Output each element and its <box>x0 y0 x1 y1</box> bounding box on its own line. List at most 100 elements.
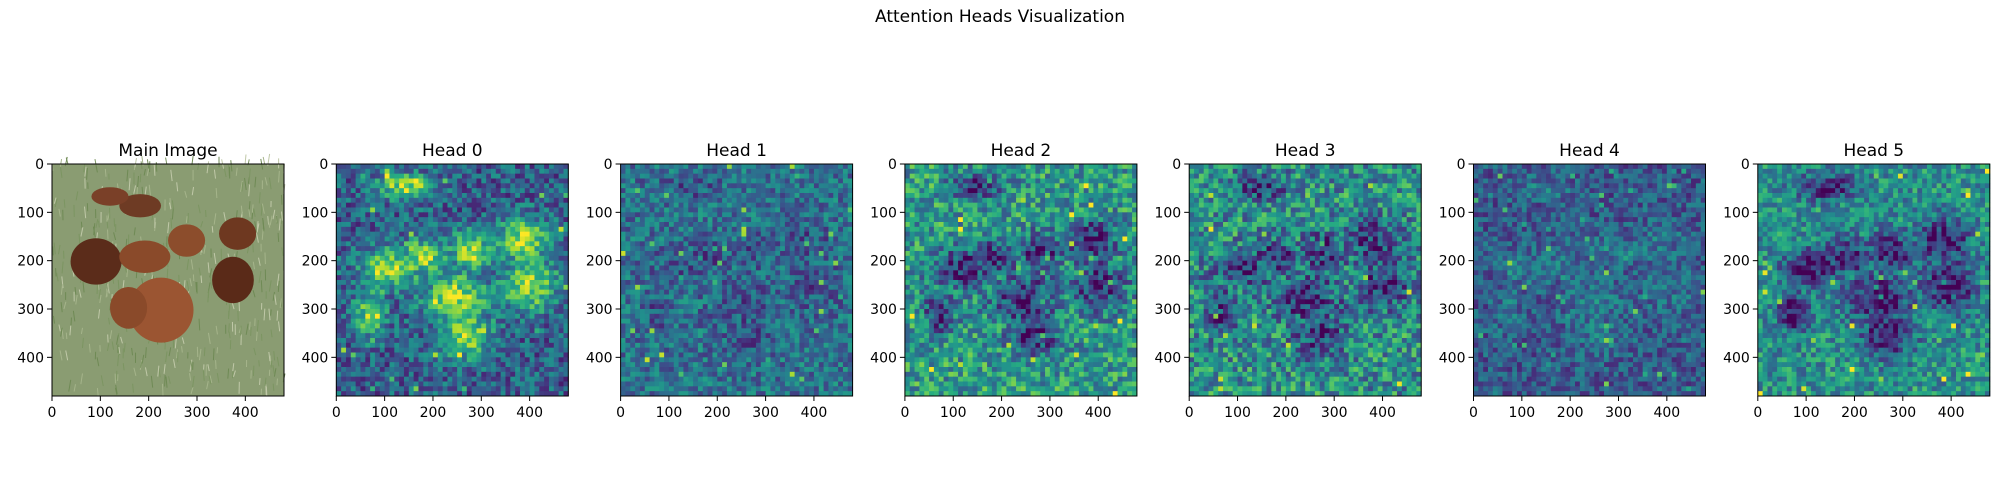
heatmap-cell <box>466 338 473 344</box>
heatmap-cell <box>673 178 679 184</box>
heatmap-cell <box>365 333 371 339</box>
heatmap-cell <box>457 168 463 175</box>
heatmap-cell <box>519 188 526 194</box>
heatmap-cell <box>823 255 829 262</box>
heatmap-cell <box>365 362 371 368</box>
heatmap-cell <box>500 168 506 175</box>
heatmap-cell <box>630 265 636 271</box>
heatmap-cell <box>360 207 366 213</box>
heatmap-cell <box>625 371 631 378</box>
heatmap-cell <box>500 197 506 204</box>
heatmap-cell <box>804 188 810 194</box>
heatmap-cell <box>476 226 482 233</box>
heatmap-cell <box>437 275 444 281</box>
heatmap-cell <box>476 386 482 392</box>
heatmap-cell <box>341 284 347 291</box>
heatmap-cell <box>794 178 800 184</box>
heatmap-cell <box>780 193 786 199</box>
heatmap-cell <box>838 193 844 199</box>
heatmap-cell <box>726 222 733 228</box>
heatmap-cell <box>476 328 482 334</box>
heatmap-cell <box>524 280 531 286</box>
heatmap-cell <box>389 197 395 204</box>
heatmap-cell <box>486 251 492 257</box>
heatmap-cell <box>553 226 560 233</box>
heatmap-cell <box>457 164 463 170</box>
heatmap-cell <box>809 371 815 378</box>
heatmap-cell <box>842 275 849 281</box>
heatmap-cell <box>355 226 361 233</box>
heatmap-cell <box>452 260 458 266</box>
heatmap-cell <box>519 217 526 223</box>
heatmap-cell <box>413 197 419 204</box>
heatmap-cell <box>625 299 631 305</box>
heatmap-cell <box>447 236 453 242</box>
heatmap-cell <box>413 304 419 310</box>
heatmap-cell <box>486 168 492 175</box>
heatmap-cell <box>418 318 424 324</box>
heatmap-cell <box>495 371 502 378</box>
heatmap-cell <box>471 270 477 276</box>
heatmap-cell <box>630 270 636 276</box>
heatmap-cell <box>529 164 535 170</box>
heatmap-cell <box>717 207 723 213</box>
heatmap-cell <box>649 323 655 329</box>
heatmap-cell <box>466 318 473 324</box>
heatmap-cell <box>654 309 660 315</box>
heatmap-cell <box>365 226 371 233</box>
heatmap-cell <box>413 173 419 179</box>
heatmap-cell <box>466 207 473 213</box>
grass-blade <box>80 227 84 237</box>
heatmap-cell <box>379 357 386 363</box>
heatmap-cell <box>683 357 689 363</box>
heatmap-cell <box>534 193 540 199</box>
heatmap-cell <box>466 391 473 397</box>
heatmap-cell <box>510 212 516 218</box>
heatmap-cell <box>524 193 531 199</box>
grass-blade <box>98 220 100 228</box>
heatmap-cell <box>548 289 555 295</box>
heatmap-cell <box>418 164 424 170</box>
heatmap-cell <box>447 260 453 266</box>
heatmap-cell <box>524 217 531 223</box>
heatmap-cell <box>678 183 684 189</box>
heatmap-cell <box>775 313 781 320</box>
heatmap-cell <box>731 275 737 281</box>
heatmap-cell <box>770 178 776 184</box>
heatmap-cell <box>519 280 526 286</box>
heatmap-cell <box>760 362 766 368</box>
heatmap-cell <box>442 318 448 324</box>
heatmap-cell <box>717 188 723 194</box>
heatmap-cell <box>365 255 371 262</box>
heatmap-cell <box>683 347 689 353</box>
heatmap-cell <box>717 371 723 378</box>
heatmap-cell <box>365 251 371 257</box>
heatmap-cell <box>717 231 723 237</box>
heatmap-cell <box>558 188 564 194</box>
heatmap-cell <box>726 193 733 199</box>
heatmap-cell <box>847 236 853 242</box>
heatmap-cell <box>659 294 665 300</box>
heatmap-cell <box>654 376 660 382</box>
heatmap-cell <box>394 342 400 349</box>
heatmap-cell <box>630 342 636 349</box>
heatmap-cell <box>524 197 531 204</box>
heatmap-cell <box>717 212 723 218</box>
heatmap-cell <box>529 168 535 175</box>
heatmap-cell <box>818 241 824 247</box>
heatmap-cell <box>418 299 424 305</box>
heatmap-cell <box>452 309 458 315</box>
grass-blade <box>134 157 137 168</box>
heatmap-cell <box>717 173 723 179</box>
heatmap-cell <box>775 183 781 189</box>
heatmap-cell <box>563 289 569 295</box>
heatmap-cell <box>765 164 771 170</box>
heatmap-cell <box>635 323 641 329</box>
heatmap-cell <box>823 217 829 223</box>
heatmap-cell <box>457 241 463 247</box>
heatmap-cell <box>775 207 781 213</box>
heatmap-cell <box>693 357 699 363</box>
heatmap-cell <box>558 226 564 233</box>
heatmap-cell <box>379 342 386 349</box>
heatmap-cell <box>437 371 444 378</box>
